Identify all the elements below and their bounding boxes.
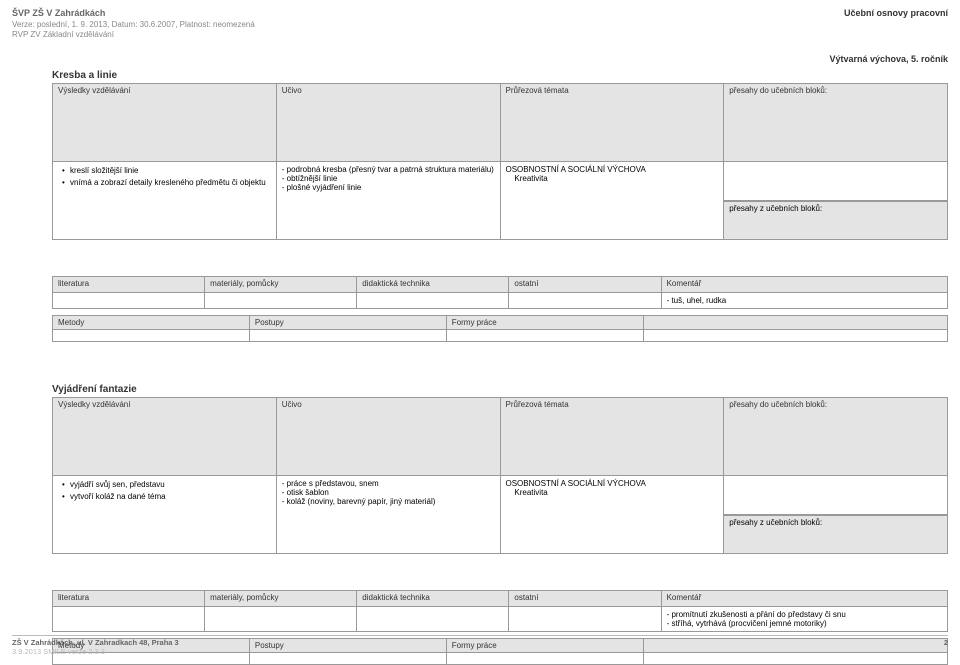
cell-outcomes: vyjádří svůj sen, představu vytvoří kolá… [53, 476, 277, 554]
th-ostatni: ostatní [509, 591, 661, 607]
section2-title: Vyjádření fantazie [52, 384, 948, 395]
outcome-item: vyjádří svůj sen, představu [62, 479, 271, 490]
cell-empty [53, 607, 205, 632]
th-komentar: Komentář [661, 591, 947, 607]
program-line: RVP ZV Základní vzdělávání [12, 30, 255, 40]
cell-ucivo: - podrobná kresba (přesný tvar a patrná … [276, 162, 500, 240]
th-presahy-do: přesahy do učebních bloků: [724, 84, 948, 162]
school-name: ŠVP ZŠ V Zahrádkách [12, 8, 255, 20]
cell-presahy: přesahy z učebních bloků: [724, 162, 948, 240]
cell-empty [509, 607, 661, 632]
cell-ucivo: - práce s představou, snem - otisk šablo… [276, 476, 500, 554]
header-left: ŠVP ZŠ V Zahrádkách Verze: poslední, 1. … [12, 8, 255, 40]
cell-prurez: OSOBNOSTNÍ A SOCIÁLNÍ VÝCHOVA Kreativita [500, 476, 724, 554]
section1-main-table: Výsledky vzdělávání Učivo Průřezová téma… [52, 83, 948, 240]
th-materialy: materiály, pomůcky [205, 277, 357, 293]
th-didakt: didaktická technika [357, 591, 509, 607]
cell-prurez: OSOBNOSTNÍ A SOCIÁLNÍ VÝCHOVA Kreativita [500, 162, 724, 240]
th-formy: Formy práce [446, 316, 643, 330]
th-presahy-do: přesahy do učebních bloků: [724, 398, 948, 476]
cell-komentar: - tuš, uhel, rudka [661, 293, 947, 309]
th-materialy: materiály, pomůcky [205, 591, 357, 607]
outcome-item: vytvoří koláž na dané téma [62, 491, 271, 502]
cell-empty [53, 293, 205, 309]
th-metody: Metody [53, 316, 250, 330]
doc-type: Učební osnovy pracovní [844, 8, 948, 40]
th-literatura: literatura [53, 277, 205, 293]
cell-empty [357, 293, 509, 309]
subject-grade: Výtvarná výchova, 5. ročník [12, 54, 948, 64]
page-number: 2 [944, 638, 948, 656]
cell-presahy: přesahy z učebních bloků: [724, 476, 948, 554]
section1-resources-table: literatura materiály, pomůcky didaktická… [52, 276, 948, 309]
cell-empty [205, 293, 357, 309]
cell-outcomes: kreslí složitější linie vnímá a zobrazí … [53, 162, 277, 240]
cell-empty [446, 330, 643, 342]
cell-empty [643, 316, 947, 330]
version-line: Verze: poslední, 1. 9. 2013, Datum: 30.6… [12, 20, 255, 30]
footer-version: 3.9.2013 SMILE verze 2.3.3 [12, 647, 179, 656]
th-outcomes: Výsledky vzdělávání [53, 398, 277, 476]
th-didakt: didaktická technika [357, 277, 509, 293]
th-postupy: Postupy [249, 316, 446, 330]
outcome-item: kreslí složitější linie [62, 165, 271, 176]
th-komentar: Komentář [661, 277, 947, 293]
cell-empty [249, 330, 446, 342]
section1-methods-table: Metody Postupy Formy práce [52, 315, 948, 342]
th-presahy-z: přesahy z učebních bloků: [729, 204, 822, 213]
cell-empty [643, 330, 947, 342]
section2-main-table: Výsledky vzdělávání Učivo Průřezová téma… [52, 397, 948, 554]
th-presahy-z: přesahy z učebních bloků: [729, 518, 822, 527]
cell-empty [53, 330, 250, 342]
cell-komentar: - promítnutí zkušenosti a přání do předs… [661, 607, 947, 632]
th-outcomes: Výsledky vzdělávání [53, 84, 277, 162]
section2-resources-table: literatura materiály, pomůcky didaktická… [52, 590, 948, 632]
footer-address: ZŠ V Zahrádkách, ul. V Zahradkach 48, Pr… [12, 638, 179, 647]
cell-empty [509, 293, 661, 309]
section1-title: Kresba a linie [52, 70, 948, 81]
page-footer: ZŠ V Zahrádkách, ul. V Zahradkach 48, Pr… [12, 635, 948, 656]
th-literatura: literatura [53, 591, 205, 607]
cell-empty [357, 607, 509, 632]
th-ucivo: Učivo [276, 84, 500, 162]
th-ucivo: Učivo [276, 398, 500, 476]
th-ostatni: ostatní [509, 277, 661, 293]
outcome-item: vnímá a zobrazí detaily kresleného předm… [62, 177, 271, 188]
page-header: ŠVP ZŠ V Zahrádkách Verze: poslední, 1. … [12, 8, 948, 40]
th-prurez: Průřezová témata [500, 398, 724, 476]
th-prurez: Průřezová témata [500, 84, 724, 162]
cell-empty [205, 607, 357, 632]
